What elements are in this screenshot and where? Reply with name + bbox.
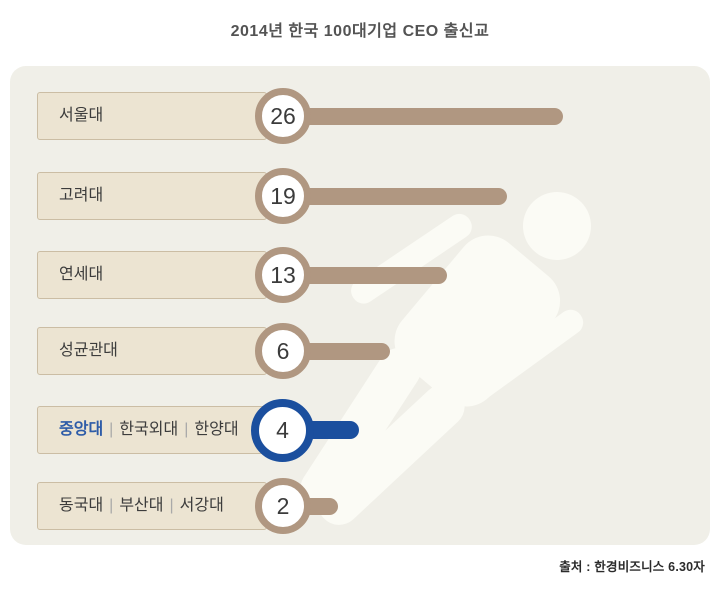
category-label: 한국외대 <box>119 421 179 438</box>
chart-row: 연세대 13 <box>10 247 710 303</box>
category-label: 중앙대 <box>59 421 104 438</box>
value-circle: 26 <box>255 88 311 144</box>
category-label-box: 고려대 <box>37 172 267 220</box>
label-separator: | <box>109 421 114 438</box>
category-label-box: 중앙대 | 한국외대 | 한양대 <box>37 406 267 454</box>
category-label: 부산대 <box>119 497 164 514</box>
value-circle: 4 <box>251 399 314 462</box>
category-label-box: 성균관대 <box>37 327 267 375</box>
category-label-box: 서울대 <box>37 92 267 140</box>
chart-row: 중앙대 | 한국외대 | 한양대 4 <box>10 399 710 462</box>
chart-title: 2014년 한국 100대기업 CEO 출신교 <box>230 23 490 40</box>
chart-row: 서울대 26 <box>10 88 710 144</box>
value-circle: 13 <box>255 247 311 303</box>
source-caption: 출처 : 한경비즈니스 6.30자 <box>559 560 705 574</box>
label-separator: | <box>169 497 174 514</box>
category-label-box: 연세대 <box>37 251 267 299</box>
chart-row: 동국대 | 부산대 | 서강대 2 <box>10 478 710 534</box>
category-label: 서강대 <box>179 497 224 514</box>
label-separator: | <box>109 497 114 514</box>
value-bar <box>283 108 563 125</box>
category-label: 연세대 <box>59 266 104 283</box>
value-circle: 6 <box>255 323 311 379</box>
category-label: 동국대 <box>59 497 104 514</box>
category-label: 고려대 <box>59 187 104 204</box>
category-label-box: 동국대 | 부산대 | 서강대 <box>37 482 267 530</box>
category-label: 성균관대 <box>59 342 118 359</box>
chart-panel: 서울대 26 고려대 19 연세대 13 성균관대 6 중앙대 | 한국외대 | 한양대 4 동국대 | 부산대… <box>10 66 710 545</box>
chart-row: 고려대 19 <box>10 168 710 224</box>
chart-row: 성균관대 6 <box>10 323 710 379</box>
label-separator: | <box>184 421 189 438</box>
value-circle: 2 <box>255 478 311 534</box>
category-label: 서울대 <box>59 107 104 124</box>
value-bar <box>283 188 507 205</box>
category-label: 한양대 <box>194 421 239 438</box>
value-circle: 19 <box>255 168 311 224</box>
